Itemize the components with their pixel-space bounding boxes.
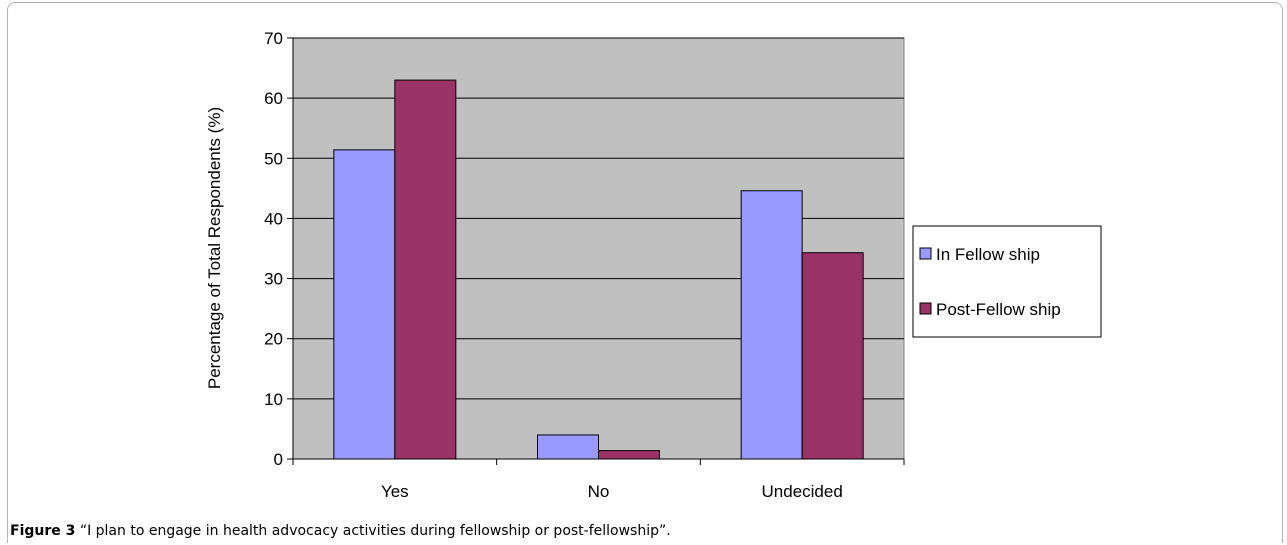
figure-frame xyxy=(7,2,1283,543)
y-tick-label: 50 xyxy=(264,149,283,168)
y-tick-label: 70 xyxy=(264,29,283,48)
bar-chart: 0 10 20 30 40 50 60 70 Yes No Undecided Percentag… xyxy=(205,29,1102,501)
legend-entry: Post-Fellow ship xyxy=(936,300,1061,319)
legend-box xyxy=(912,225,1102,338)
bar-no-series-2 xyxy=(598,450,660,460)
y-tick-label: 0 xyxy=(274,450,283,469)
x-tick-label: No xyxy=(588,482,610,501)
legend: In Fellow ship Post-Fellow ship xyxy=(912,225,1102,338)
y-tick-label: 40 xyxy=(264,209,283,228)
bar-yes-series-1 xyxy=(333,149,396,460)
figure-caption-text: “I plan to engage in health advocacy act… xyxy=(75,523,671,539)
y-axis-label: Percentage of Total Respondents (%) xyxy=(205,107,224,389)
x-tick-labels: Yes No Undecided xyxy=(381,482,843,501)
y-tick-label: 10 xyxy=(264,390,283,409)
bar-yes-series-2 xyxy=(394,79,457,460)
figure-label: Figure 3 xyxy=(10,523,76,539)
x-tick-label: Undecided xyxy=(762,482,843,501)
y-tick-label: 30 xyxy=(264,270,283,289)
bar-undecided-series-2 xyxy=(801,252,864,460)
bar-undecided-series-1 xyxy=(740,190,803,460)
legend-swatch xyxy=(919,247,932,260)
y-tick-label: 60 xyxy=(264,89,283,108)
bar-no-series-1 xyxy=(537,434,599,460)
figure-caption: Figure 3 “I plan to engage in health adv… xyxy=(10,523,671,539)
y-tick-labels: 0 10 20 30 40 50 60 70 xyxy=(264,29,283,469)
legend-entry: In Fellow ship xyxy=(936,245,1040,264)
axes xyxy=(287,37,905,465)
legend-swatch xyxy=(919,302,932,315)
x-tick-label: Yes xyxy=(381,482,409,501)
bars xyxy=(333,79,864,460)
y-tick-label: 20 xyxy=(264,330,283,349)
